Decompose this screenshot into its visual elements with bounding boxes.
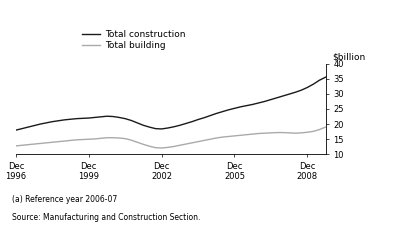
Total construction [214, 112, 219, 115]
Total building [123, 137, 127, 140]
Total construction [13, 129, 18, 131]
Total building [323, 126, 328, 128]
Total building [38, 142, 42, 145]
Total construction [123, 117, 127, 120]
Total construction [38, 123, 42, 126]
Total building [159, 147, 164, 149]
Text: $billion: $billion [333, 53, 366, 62]
Total building [13, 145, 18, 147]
Total construction [159, 128, 164, 130]
Text: Source: Manufacturing and Construction Section.: Source: Manufacturing and Construction S… [12, 213, 200, 222]
Total building [165, 146, 170, 149]
Total construction [202, 116, 206, 119]
Total construction [299, 89, 304, 91]
Total building [220, 136, 225, 138]
Total building [305, 131, 310, 134]
Legend: Total construction, Total building: Total construction, Total building [82, 30, 185, 50]
Line: Total construction: Total construction [16, 77, 326, 130]
Total building [208, 138, 212, 141]
Text: (a) Reference year 2006-07: (a) Reference year 2006-07 [12, 195, 117, 204]
Total construction [323, 76, 328, 79]
Line: Total building: Total building [16, 127, 326, 148]
